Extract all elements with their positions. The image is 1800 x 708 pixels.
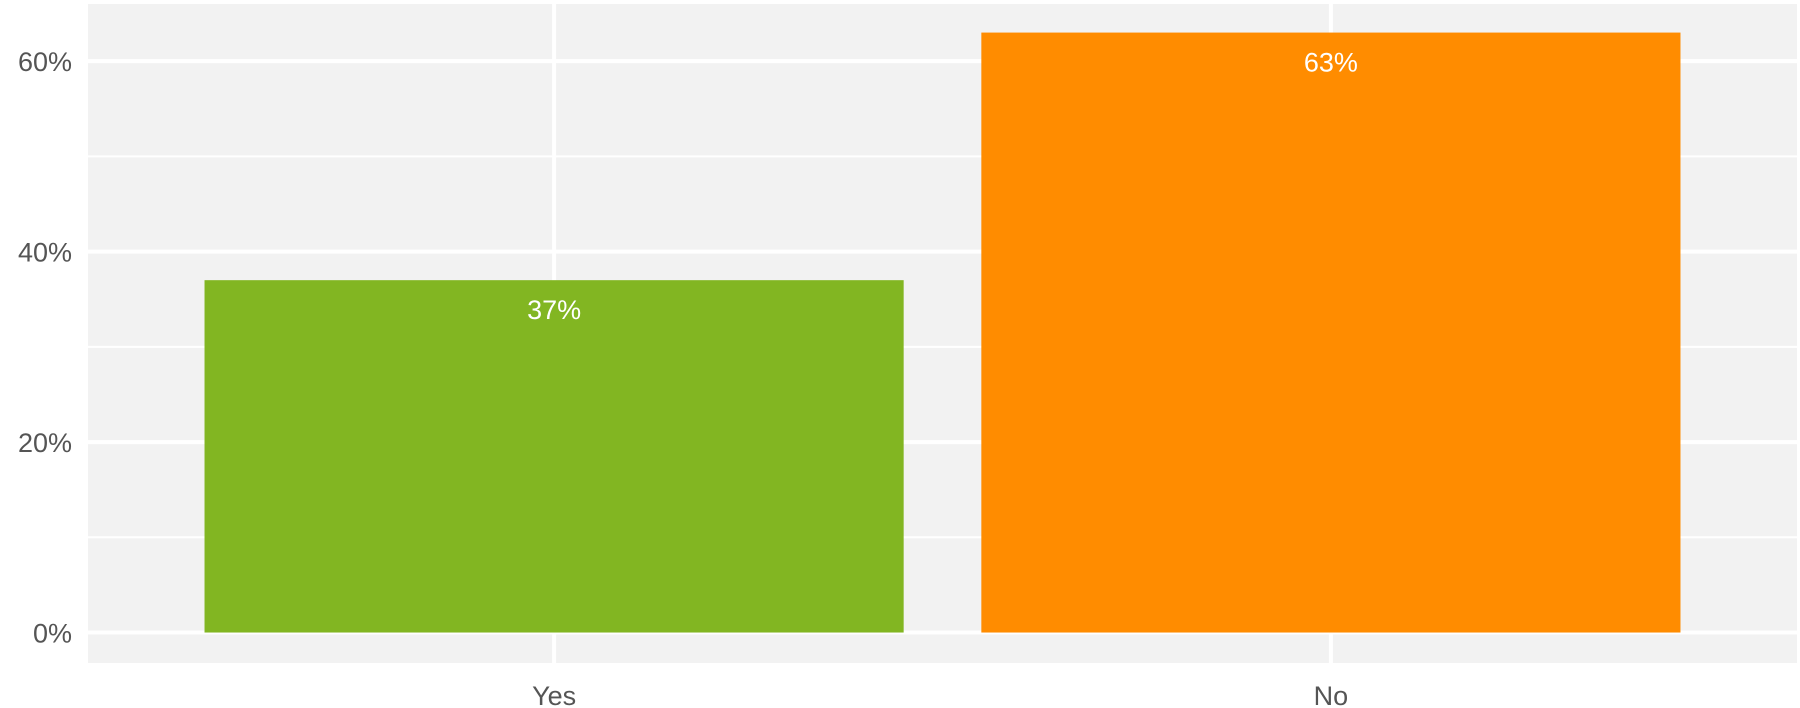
y-tick-label: 0% bbox=[33, 619, 72, 649]
x-tick-label: No bbox=[1314, 681, 1349, 708]
bar-value-labels: 37% 63% bbox=[527, 48, 1358, 326]
bar-yes bbox=[204, 280, 904, 633]
x-axis-tick-labels: Yes No bbox=[532, 681, 1348, 708]
bar-no bbox=[981, 32, 1681, 633]
y-tick-label: 40% bbox=[18, 238, 72, 268]
y-tick-label: 20% bbox=[18, 428, 72, 458]
bars-group bbox=[204, 32, 1681, 633]
x-tick-label: Yes bbox=[532, 681, 576, 708]
bar-value-label: 37% bbox=[527, 295, 581, 325]
y-axis-tick-labels: 0% 20% 40% 60% bbox=[18, 47, 72, 648]
bar-value-label: 63% bbox=[1304, 48, 1358, 78]
y-tick-label: 60% bbox=[18, 47, 72, 77]
